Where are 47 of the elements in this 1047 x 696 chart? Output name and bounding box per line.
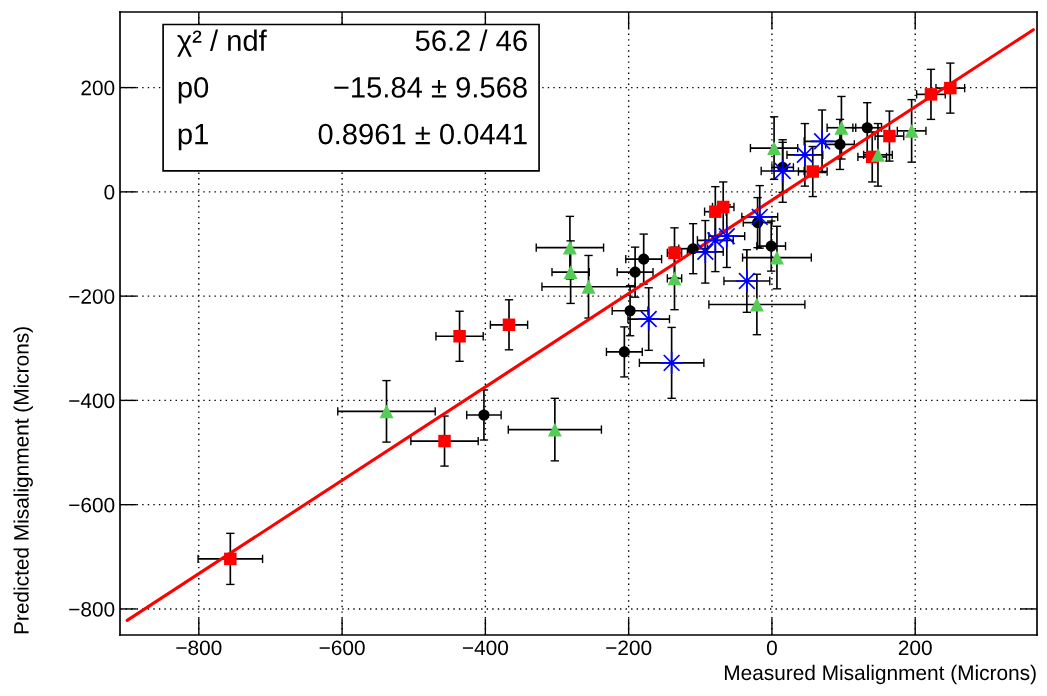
- x-tick-label: 0: [766, 640, 777, 656]
- point: [438, 434, 451, 448]
- x-tick-label: 200: [898, 640, 932, 656]
- point: [502, 318, 516, 332]
- point: [629, 266, 641, 278]
- annotation: χ² / ndf: [177, 29, 267, 57]
- annotation: 56.2 / 46: [415, 29, 527, 51]
- point: [924, 88, 938, 101]
- point: [834, 120, 849, 135]
- annotation: p0: [178, 77, 209, 104]
- point: [547, 422, 562, 437]
- point: [581, 279, 596, 294]
- point: [765, 240, 777, 252]
- x-tick-label: −600: [319, 640, 365, 656]
- point: [624, 305, 636, 317]
- point: [944, 81, 957, 95]
- annotation: 0.8961 ± 0.0441: [318, 123, 527, 145]
- point: [687, 243, 699, 255]
- point: [806, 165, 820, 178]
- y-tick-label: 0: [104, 184, 115, 200]
- x-tick-label: −400: [462, 640, 509, 656]
- y-tick-label: −400: [69, 393, 115, 409]
- annotation: −15.84 ± 9.568: [334, 77, 527, 98]
- point: [478, 409, 490, 421]
- point: [618, 346, 630, 358]
- point: [861, 122, 873, 134]
- x-tick-label: −200: [606, 640, 652, 656]
- point: [379, 404, 394, 419]
- point: [638, 253, 650, 265]
- y-tick-label: −600: [69, 497, 115, 513]
- point: [563, 265, 578, 280]
- y-tick-label: 200: [81, 80, 115, 96]
- point: [767, 141, 782, 156]
- y-tick-label: −800: [69, 601, 115, 617]
- point: [834, 138, 846, 150]
- point: [562, 240, 577, 255]
- point: [770, 250, 784, 265]
- x-tick-label: −800: [176, 640, 222, 656]
- x-axis-title: Measured Misalignment (Microns): [724, 664, 1036, 685]
- point: [883, 129, 896, 143]
- annotation: p1: [178, 124, 208, 151]
- point: [453, 330, 466, 343]
- point: [749, 297, 764, 312]
- y-tick-label: −200: [69, 289, 115, 304]
- point: [904, 123, 919, 138]
- point: [224, 552, 237, 566]
- y-axis-title: Predicted Misalignment (Microns): [13, 327, 33, 634]
